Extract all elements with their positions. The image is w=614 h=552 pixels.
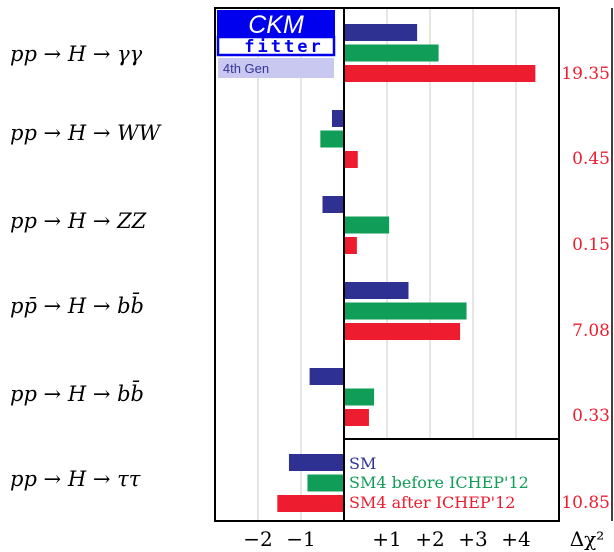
delta-chi2-value: 0.45 bbox=[572, 149, 610, 169]
bar-sm4-before bbox=[320, 130, 344, 148]
x-tick-label: +1 bbox=[372, 527, 401, 551]
category-label: pp → H → γγ bbox=[10, 42, 143, 66]
ckmfitter-logo: CKM fitter 4th Gen bbox=[216, 10, 336, 78]
legend-entry-sm4-after: SM4 after ICHEP'12 bbox=[349, 493, 515, 512]
legend-entry-sm: SM bbox=[349, 454, 376, 473]
grid-lines bbox=[257, 8, 517, 521]
bar-sm4-after bbox=[344, 323, 461, 340]
bar-sm4-after bbox=[344, 409, 369, 426]
bar-sm bbox=[344, 24, 418, 41]
delta-chi2-value: 7.08 bbox=[572, 321, 610, 341]
x-tick-label: +4 bbox=[501, 527, 530, 551]
bar-sm bbox=[344, 282, 409, 299]
bar-sm4-after bbox=[344, 151, 358, 168]
bar-sm bbox=[331, 110, 344, 127]
category-label: pp → H → WW bbox=[10, 121, 163, 145]
logo-fitter-text: fitter bbox=[244, 37, 323, 57]
logo-fitter-box bbox=[216, 35, 336, 57]
bar-sm4-before bbox=[344, 216, 390, 234]
bar-sm4-before bbox=[307, 474, 344, 492]
bar-sm4-after bbox=[277, 495, 344, 512]
logo-ckm-text: CKM bbox=[248, 11, 304, 39]
bar-sm bbox=[309, 368, 344, 385]
bar-sm4-before bbox=[344, 44, 439, 62]
bar-sm4-after bbox=[344, 237, 357, 254]
category-label: pp̄ → H → bb̄ bbox=[10, 292, 144, 318]
bar-sm bbox=[288, 454, 344, 471]
category-label: pp → H → bb̄ bbox=[10, 380, 144, 406]
legend-box bbox=[343, 438, 560, 522]
delta-chi2-value: 0.33 bbox=[572, 406, 610, 426]
logo-badge-text: 4th Gen bbox=[223, 61, 269, 76]
x-axis-ticks: −2 −1 +1 +2 +3 +4 bbox=[243, 527, 530, 551]
legend-entry-sm4-before: SM4 before ICHEP'12 bbox=[349, 473, 529, 492]
delta-chi2-value: 10.85 bbox=[561, 493, 610, 513]
x-tick-label: −2 bbox=[243, 527, 272, 551]
bar-sm4-before bbox=[344, 388, 375, 406]
delta-chi2-values: 19.35 0.45 0.15 7.08 0.33 10.85 bbox=[561, 64, 610, 513]
delta-chi2-axis-label: Δχ² bbox=[570, 527, 605, 551]
bars bbox=[277, 24, 536, 512]
bar-sm4-after bbox=[344, 65, 536, 82]
legend: SM SM4 before ICHEP'12 SM4 after ICHEP'1… bbox=[343, 438, 560, 522]
x-tick-label: −1 bbox=[286, 527, 315, 551]
delta-chi2-value: 0.15 bbox=[572, 235, 610, 255]
x-tick-label: +2 bbox=[415, 527, 444, 551]
category-labels: pp → H → γγ pp → H → WW pp → H → ZZ pp̄ … bbox=[10, 42, 163, 491]
category-label: pp → H → ZZ bbox=[10, 209, 147, 233]
category-label: pp → H → ττ bbox=[10, 467, 141, 491]
delta-chi2-value: 19.35 bbox=[561, 64, 610, 84]
bar-sm4-before bbox=[344, 302, 467, 320]
logo-top-box bbox=[217, 10, 335, 37]
bar-sm bbox=[322, 196, 344, 213]
logo-badge-box bbox=[218, 58, 334, 78]
x-tick-label: +3 bbox=[458, 527, 487, 551]
